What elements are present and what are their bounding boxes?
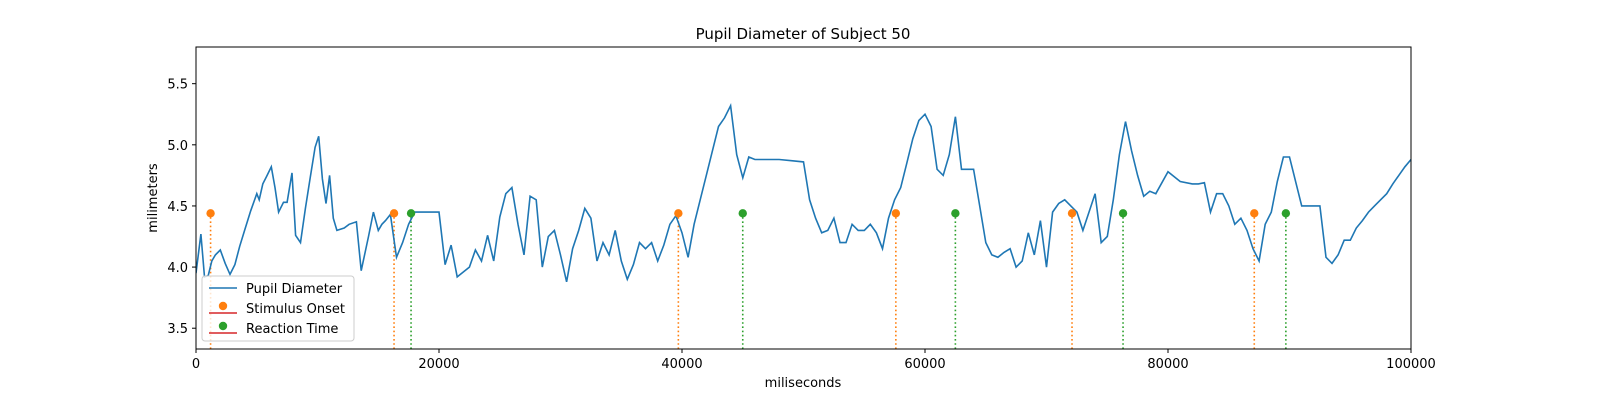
legend-stimulus-marker xyxy=(218,301,228,311)
legend-label-reaction: Reaction Time xyxy=(246,322,338,337)
x-tick-label: 80000 xyxy=(1147,357,1188,372)
stimulus-onset-stems xyxy=(209,213,1256,349)
stimulus-onset-marker xyxy=(1067,209,1077,218)
legend-label-stimulus: Stimulus Onset xyxy=(246,302,345,317)
x-axis-ticks: 0 20000 40000 60000 80000 100000 xyxy=(192,349,1436,372)
stem-markers xyxy=(206,209,1291,218)
y-tick-label: 5.5 xyxy=(167,78,188,93)
reaction-time-marker xyxy=(1118,209,1128,218)
legend: Pupil Diameter Stimulus Onset Reaction T… xyxy=(201,275,355,342)
x-tick-label: 100000 xyxy=(1386,357,1436,372)
reaction-time-marker xyxy=(1281,209,1291,218)
y-tick-label: 4.0 xyxy=(167,261,188,276)
x-tick-label: 20000 xyxy=(418,357,459,372)
stimulus-onset-marker xyxy=(206,209,215,218)
reaction-time-marker xyxy=(406,209,416,218)
stimulus-onset-marker xyxy=(1250,209,1259,218)
pupil-diameter-line xyxy=(196,102,1411,282)
y-tick-label: 5.0 xyxy=(167,139,188,154)
y-tick-label: 3.5 xyxy=(167,322,188,337)
y-axis-label: milimeters xyxy=(146,163,161,233)
x-axis-label: miliseconds xyxy=(765,376,842,391)
stimulus-onset-marker xyxy=(674,209,683,218)
reaction-time-marker xyxy=(738,209,747,218)
reaction-time-stems xyxy=(410,213,1287,349)
x-tick-label: 0 xyxy=(192,357,200,372)
reaction-time-marker xyxy=(951,209,960,218)
x-tick-label: 40000 xyxy=(661,357,702,372)
legend-label-pupil: Pupil Diameter xyxy=(246,282,343,297)
plot-frame xyxy=(195,46,1412,350)
legend-box xyxy=(201,275,355,342)
x-tick-label: 60000 xyxy=(904,357,945,372)
y-axis-ticks: 3.5 4.0 4.5 5.0 5.5 xyxy=(167,78,196,337)
stimulus-onset-marker xyxy=(891,209,901,218)
chart-title: Pupil Diameter of Subject 50 xyxy=(696,25,911,43)
y-tick-label: 4.5 xyxy=(167,200,188,215)
stimulus-onset-marker xyxy=(389,209,399,218)
legend-reaction-marker xyxy=(218,321,228,331)
